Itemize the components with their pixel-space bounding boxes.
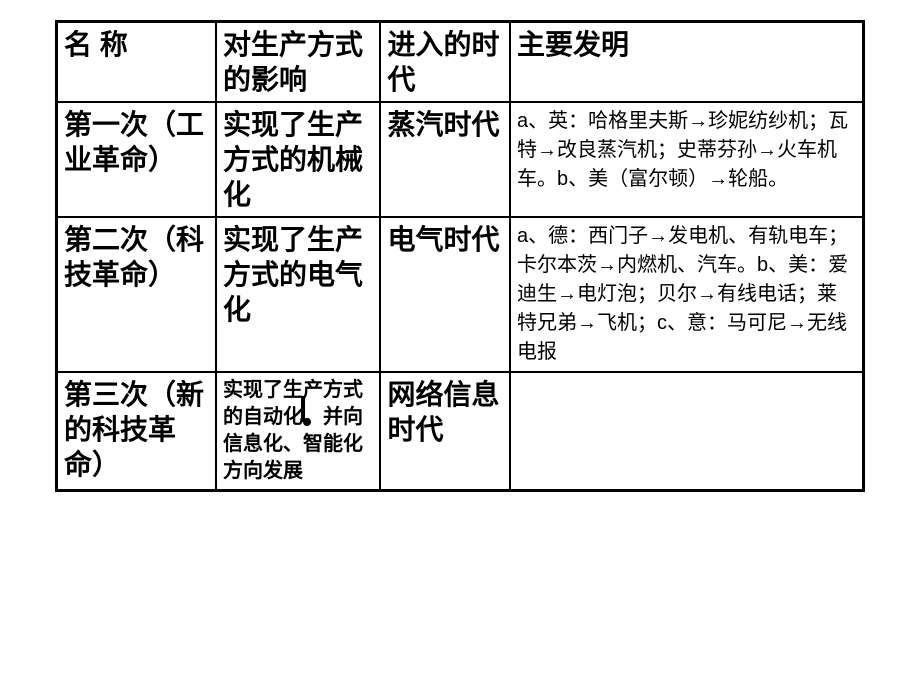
header-name: 名 称 [57, 22, 217, 103]
comparison-table: 名 称 对生产方式的影响 进入的时代 主要发明 第一次（工业革命） 实现了生产方… [55, 20, 865, 492]
row1-name: 第二次（科技革命） [57, 217, 217, 372]
header-impact: 对生产方式的影响 [216, 22, 380, 103]
row2-impact: 实现了生产方式的自动化，并向信息化、智能化方向发展 [216, 372, 380, 491]
row1-era: 电气时代 [380, 217, 510, 372]
row0-impact: 实现了生产方式的机械化 [216, 102, 380, 217]
row2-name: 第三次（新的科技革命） [57, 372, 217, 491]
table-header-row: 名 称 对生产方式的影响 进入的时代 主要发明 [57, 22, 864, 103]
row2-era: 网络信息时代 [380, 372, 510, 491]
header-inv: 主要发明 [510, 22, 864, 103]
text-cursor-dot [303, 418, 311, 426]
table-row: 第二次（科技革命） 实现了生产方式的电气化 电气时代 a、德：西门子→发电机、有… [57, 217, 864, 372]
row0-era: 蒸汽时代 [380, 102, 510, 217]
row0-inv: a、英：哈格里夫斯→珍妮纺纱机；瓦特→改良蒸汽机；史蒂芬孙→火车机车。b、美（富… [510, 102, 864, 217]
table-row: 第三次（新的科技革命） 实现了生产方式的自动化，并向信息化、智能化方向发展 网络… [57, 372, 864, 491]
row1-impact: 实现了生产方式的电气化 [216, 217, 380, 372]
row1-inv: a、德：西门子→发电机、有轨电车；卡尔本茨→内燃机、汽车。b、美：爱迪生→电灯泡… [510, 217, 864, 372]
row2-inv [510, 372, 864, 491]
table-row: 第一次（工业革命） 实现了生产方式的机械化 蒸汽时代 a、英：哈格里夫斯→珍妮纺… [57, 102, 864, 217]
row0-name: 第一次（工业革命） [57, 102, 217, 217]
header-era: 进入的时代 [380, 22, 510, 103]
